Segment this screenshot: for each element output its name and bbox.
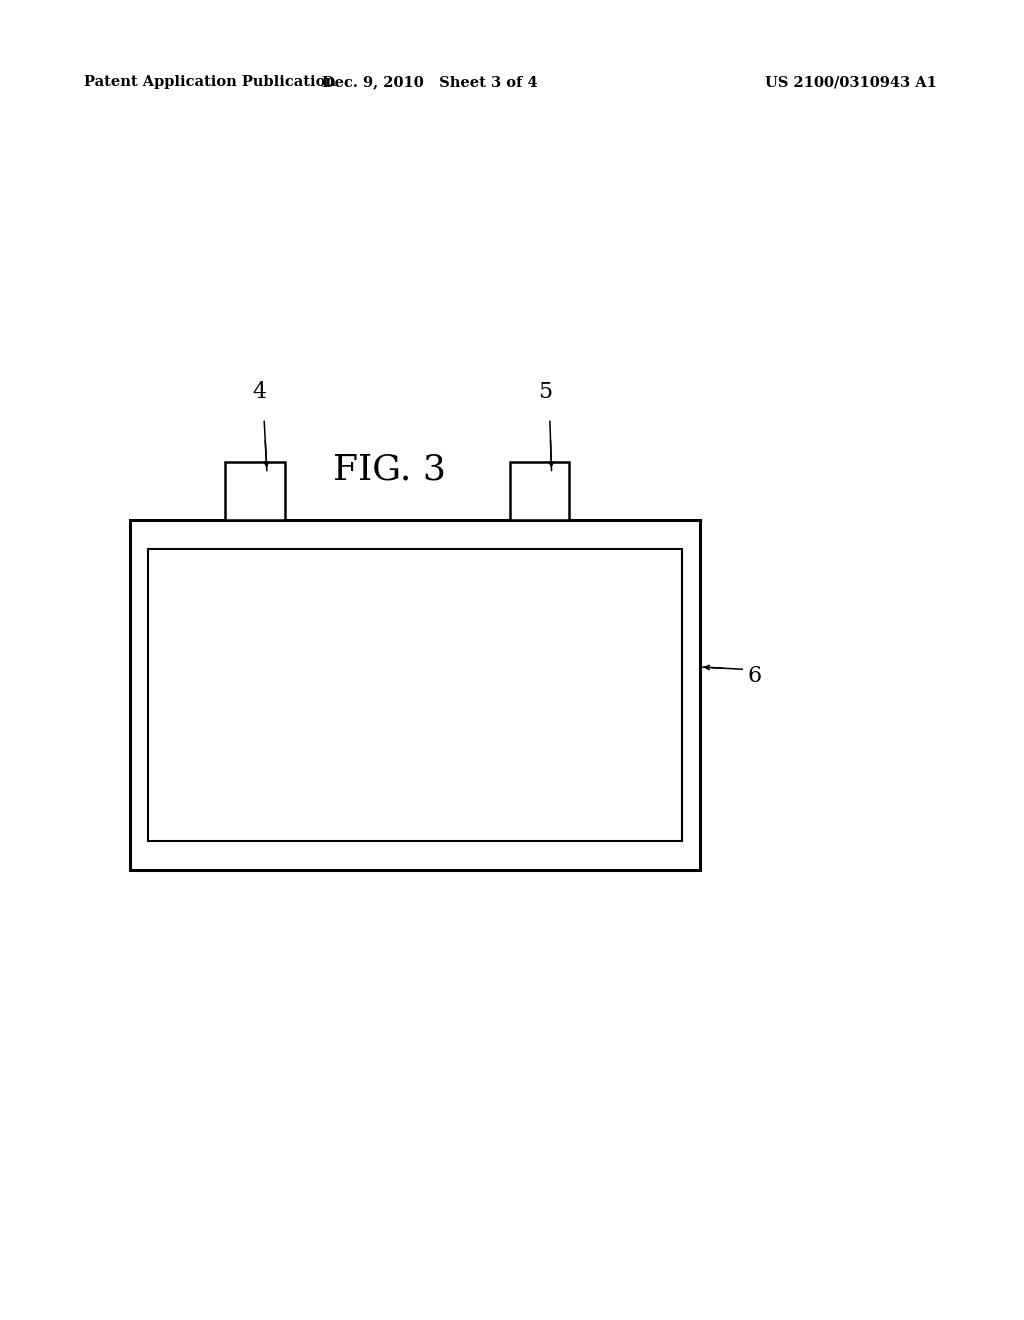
Bar <box>510 462 569 520</box>
Text: Dec. 9, 2010   Sheet 3 of 4: Dec. 9, 2010 Sheet 3 of 4 <box>323 75 538 90</box>
Text: US 2100/0310943 A1: US 2100/0310943 A1 <box>765 75 937 90</box>
Bar <box>148 549 682 841</box>
Text: 5: 5 <box>538 381 552 403</box>
Bar <box>225 462 285 520</box>
Text: Patent Application Publication: Patent Application Publication <box>84 75 336 90</box>
Text: 6: 6 <box>748 665 762 686</box>
Text: 4: 4 <box>252 381 266 403</box>
Bar <box>130 520 700 870</box>
Text: FIG. 3: FIG. 3 <box>333 453 445 487</box>
